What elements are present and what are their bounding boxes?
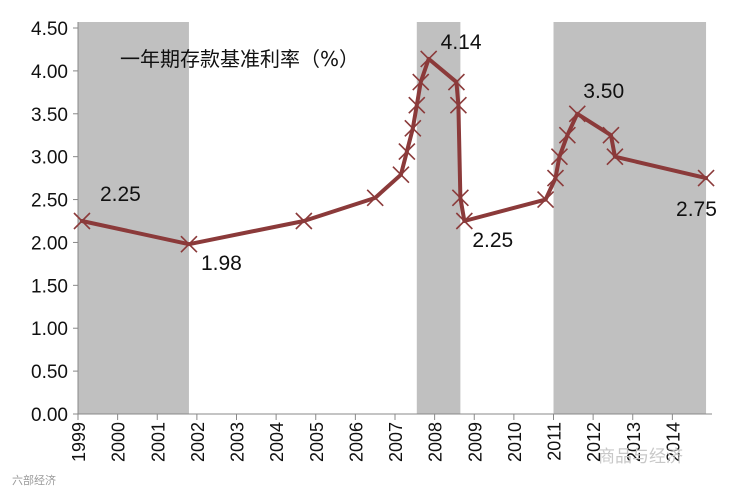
data-labels: 2.25 1.98 4.14 2.25 3.50 2.75	[100, 31, 717, 275]
shaded-period	[553, 22, 707, 414]
x-tick-label: 2011	[545, 422, 565, 461]
data-point-marker	[73, 212, 91, 230]
data-point-marker	[568, 105, 586, 123]
x-tick-label: 2002	[188, 422, 208, 462]
data-label: 2.75	[676, 198, 717, 221]
data-point-marker	[550, 148, 569, 166]
data-point-marker	[180, 235, 198, 253]
data-point-marker	[602, 126, 620, 144]
watermark-left: 六部经济	[12, 473, 56, 487]
shaded-periods	[78, 22, 707, 414]
y-tick-label: 4.50	[31, 19, 68, 40]
x-tick-label: 2005	[307, 422, 327, 462]
data-point-marker	[606, 148, 624, 166]
x-tick-label: 2000	[109, 422, 129, 462]
y-tick-label: 3.50	[31, 105, 68, 126]
y-tick-label: 0.00	[31, 405, 68, 426]
x-tick-label: 1999	[69, 422, 89, 462]
y-tick-label: 1.50	[31, 276, 68, 297]
series-line-path	[79, 56, 709, 247]
chart-title: 一年期存款基准利率（%）	[120, 47, 359, 71]
y-tick-label: 3.00	[31, 148, 68, 169]
x-tick-label: 2009	[465, 422, 485, 462]
data-point-marker	[537, 190, 555, 209]
x-tick-label: 2006	[346, 422, 366, 462]
x-tick-label: 2008	[426, 422, 446, 462]
x-tick-labels: 1999 2000 2001 2002 2003 2004 2005 2006 2007 2008…	[69, 422, 683, 462]
data-label: 2.25	[100, 183, 141, 206]
data-point-marker	[558, 126, 576, 144]
data-point-marker	[455, 212, 473, 230]
data-label: 4.14	[441, 31, 482, 54]
data-point-marker	[404, 119, 422, 137]
y-tick-label: 1.00	[31, 319, 68, 340]
data-point-marker	[447, 73, 465, 91]
x-tick-label: 2012	[584, 422, 604, 462]
y-tick-label: 2.50	[31, 191, 68, 212]
y-tick-label: 0.50	[31, 362, 68, 383]
shaded-period	[416, 22, 461, 414]
x-tick-label: 2014	[663, 422, 683, 462]
x-tick-label: 2010	[505, 422, 525, 462]
data-point-marker	[451, 189, 469, 207]
shaded-period	[78, 22, 189, 414]
x-tick-label: 2001	[148, 422, 168, 462]
data-point-marker	[392, 166, 410, 184]
x-tick-label: 2003	[228, 422, 248, 462]
series-markers	[73, 50, 715, 253]
data-point-marker	[408, 96, 426, 114]
series-line	[79, 56, 709, 247]
data-point-marker	[366, 189, 384, 207]
data-label: 3.50	[583, 80, 624, 103]
x-tick-label: 2007	[386, 422, 406, 462]
data-point-marker	[697, 169, 715, 187]
data-point-marker	[412, 73, 430, 91]
data-point-marker	[449, 96, 467, 114]
data-label: 2.25	[472, 229, 513, 252]
data-point-marker	[546, 169, 565, 187]
y-tick-labels: 0.00 0.50 1.00 1.50 2.00 2.50 3.00 3.50 4.00 4.50	[31, 19, 68, 426]
data-point-marker	[420, 50, 438, 68]
data-point-marker	[398, 142, 416, 161]
watermark-right: 商品与经济	[598, 447, 683, 467]
y-tick-label: 2.00	[31, 233, 68, 254]
data-label: 1.98	[201, 252, 242, 275]
x-tick-label: 2004	[267, 422, 287, 462]
x-tick-label: 2013	[624, 422, 644, 462]
data-point-marker	[295, 212, 313, 230]
y-tick-label: 4.00	[31, 62, 68, 83]
